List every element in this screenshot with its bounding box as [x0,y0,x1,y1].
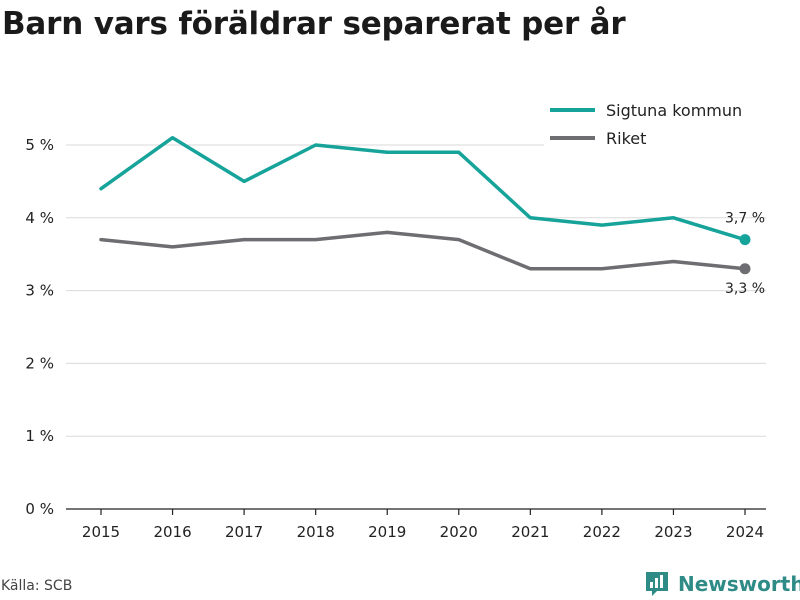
x-tick-label: 2023 [654,523,692,541]
y-tick-label: 5 % [25,136,54,154]
y-tick-label: 4 % [25,209,54,227]
x-tick-label: 2017 [225,523,263,541]
grid-lines [66,144,766,437]
x-tick-label: 2021 [511,523,549,541]
y-tick-label: 2 % [25,354,54,372]
series-end-point-1 [739,263,751,275]
series-end-point-0 [739,234,751,246]
x-tick-label: 2018 [297,523,335,541]
newsworthy-logo-icon [646,572,668,596]
y-tick-label: 1 % [25,427,54,445]
x-tick-label: 2016 [153,523,191,541]
x-tick-label: 2019 [368,523,406,541]
y-axis-ticks: 0 % 1 % 2 % 3 % 4 % 5 % [25,136,54,518]
x-tick-label: 2020 [440,523,478,541]
source-note: Källa: SCB [1,578,73,594]
x-tick-label: 2015 [82,523,120,541]
chart-title: Barn vars föräldrar separerat per år [2,6,626,42]
series-line-1 [99,230,747,271]
legend-entry-0: Sigtuna kommun [606,101,742,120]
y-tick-label: 3 % [25,282,54,300]
brand-name: Newsworthy [678,572,800,596]
series-end-label-0: 3,7 % [725,211,765,227]
series-line-0 [99,135,747,242]
brand-logo: Newsworthy [644,570,800,598]
x-axis: 2015 2016 2017 2018 2019 2020 2021 2022 2023 2024 [66,508,766,541]
series-end-label-1: 3,3 % [725,281,765,297]
series-lines: 3,7 % 3,3 % [99,135,765,297]
x-tick-label: 2024 [726,523,764,541]
x-tick-label: 2022 [583,523,621,541]
legend: Sigtuna kommun Riket [544,94,770,148]
y-tick-label: 0 % [25,500,54,518]
legend-entry-1: Riket [606,129,646,148]
